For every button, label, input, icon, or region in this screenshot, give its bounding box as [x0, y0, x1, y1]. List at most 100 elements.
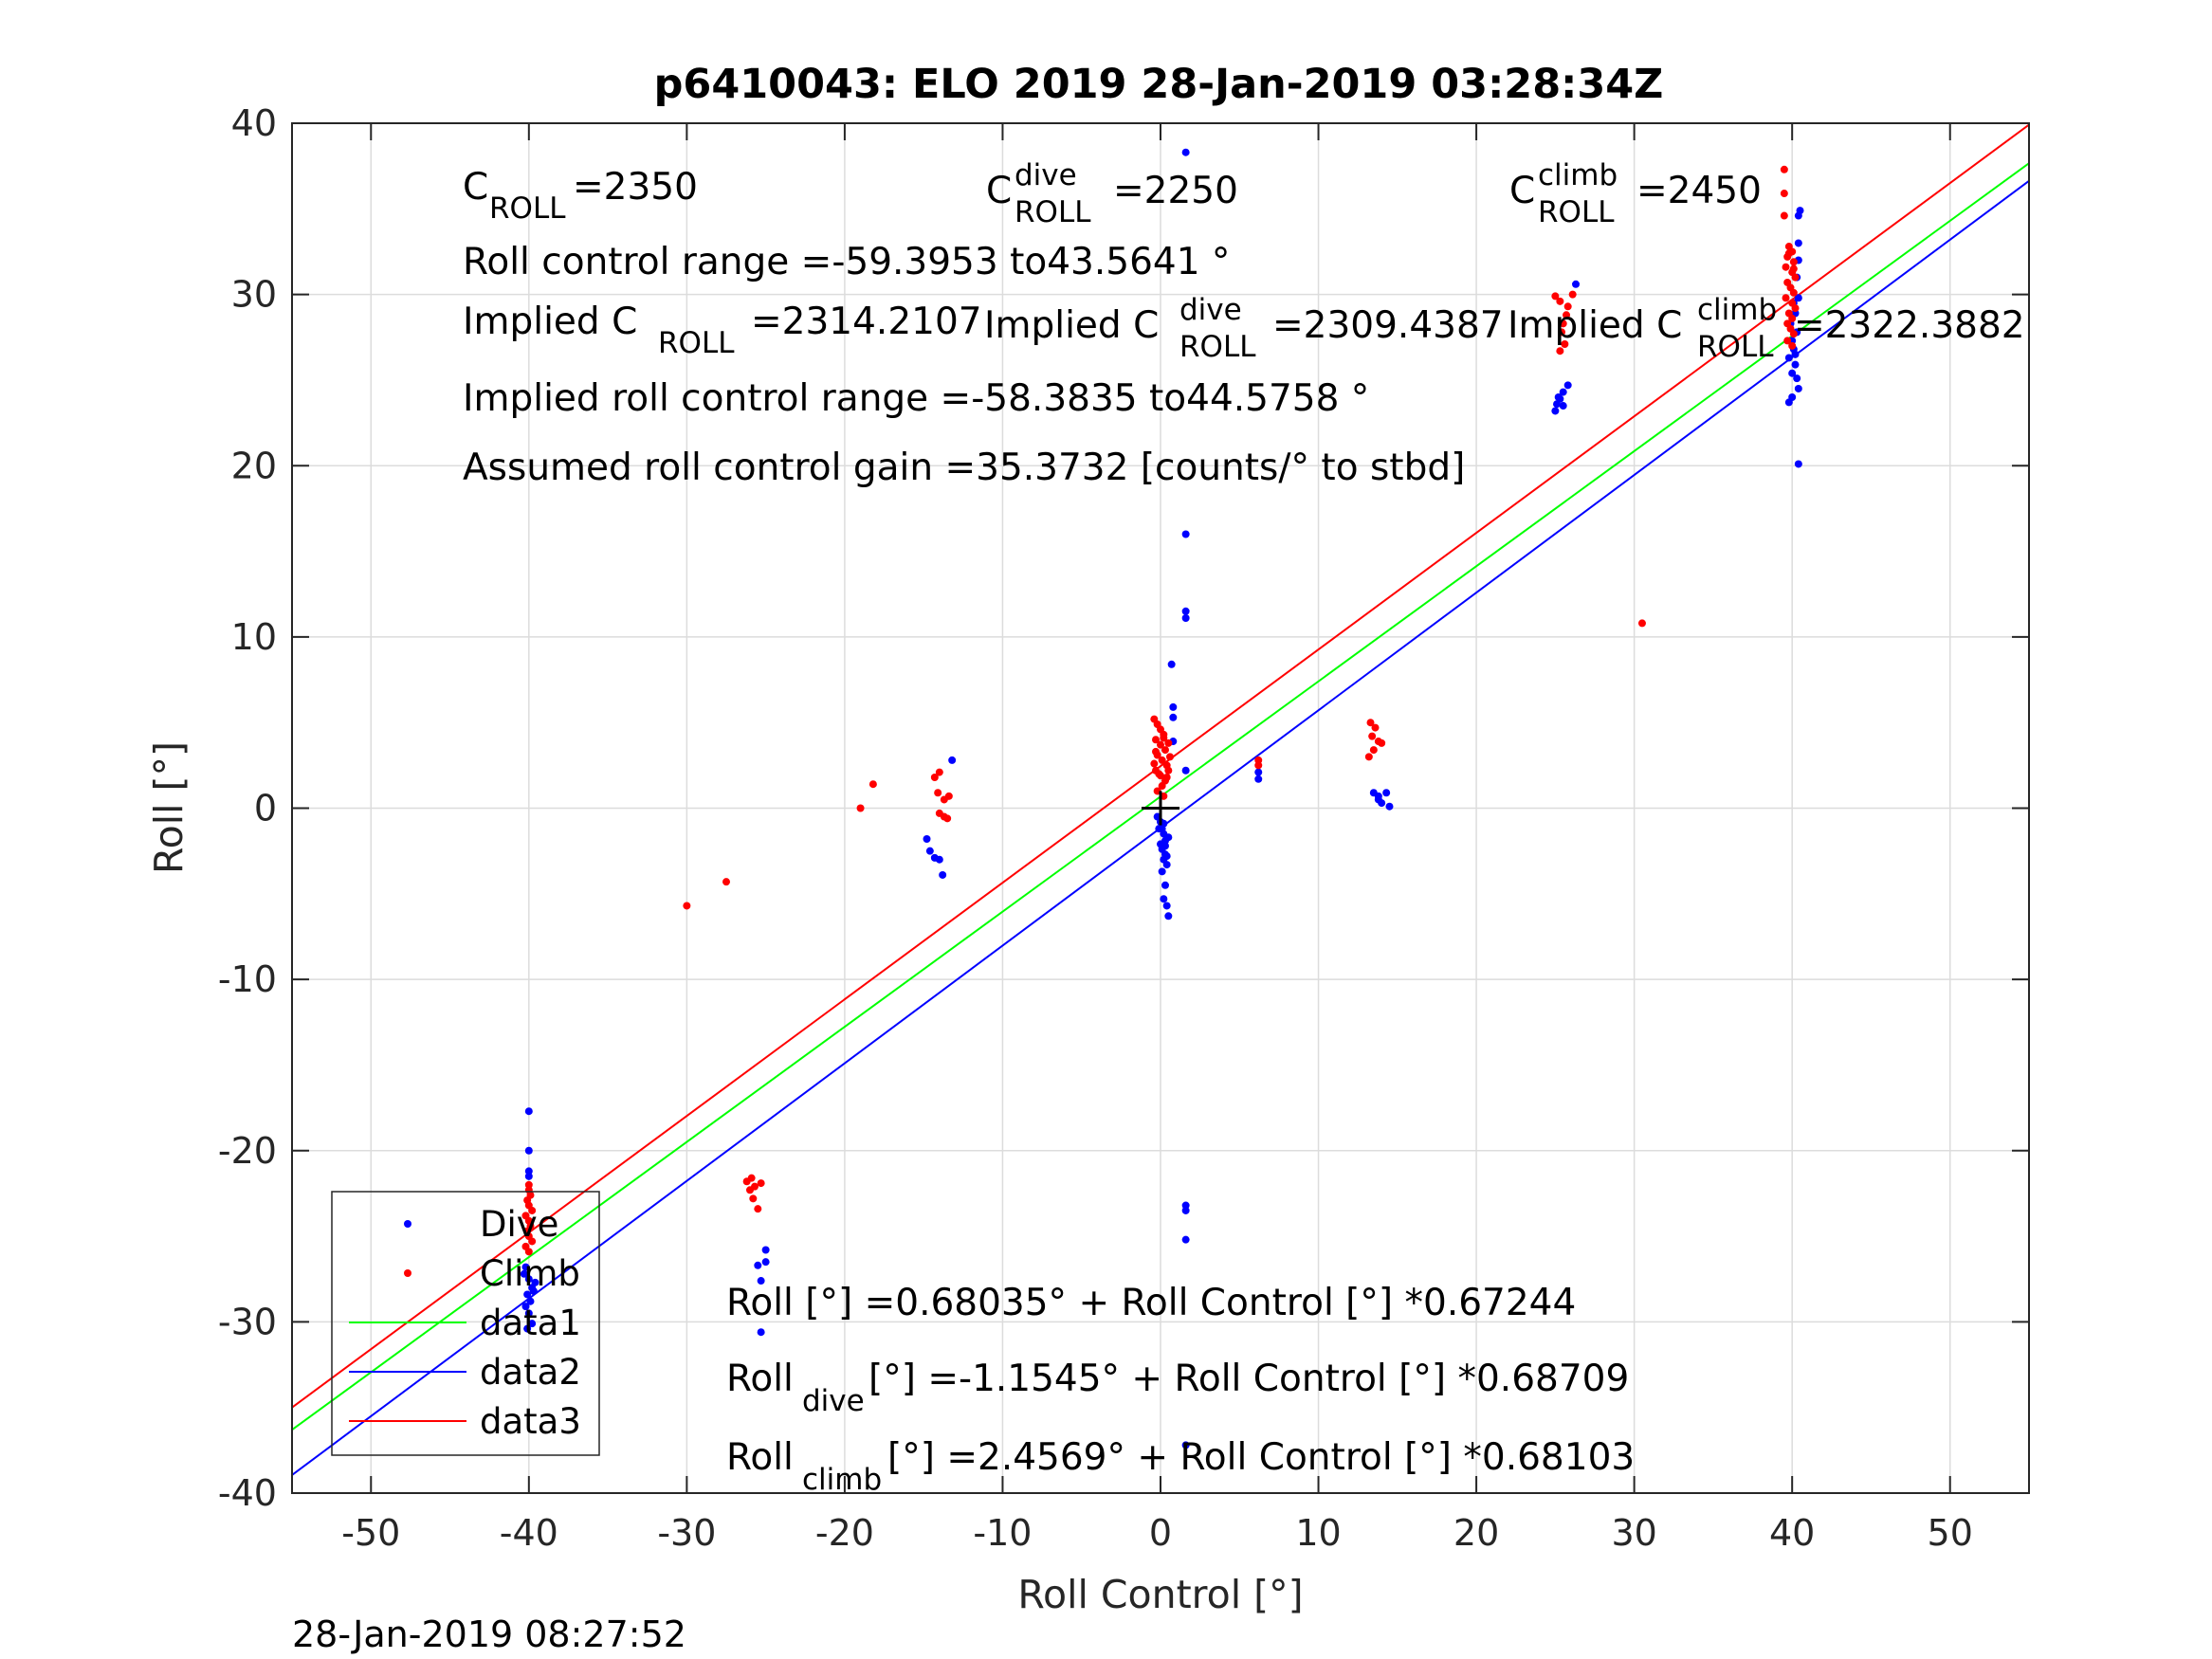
point-climb: [944, 792, 953, 800]
annotation-implied-c-value: =2314.2107: [751, 301, 982, 343]
point-dive: [1794, 239, 1802, 247]
point-dive: [1796, 207, 1804, 215]
point-climb: [1551, 292, 1560, 301]
point-climb: [930, 773, 939, 781]
point-climb: [1158, 782, 1166, 791]
annotation-c-climb-sup: climb: [1538, 158, 1618, 192]
annotation-implied-climb-sup: climb: [1697, 293, 1777, 327]
point-dive: [1169, 713, 1178, 721]
point-climb: [1780, 165, 1788, 173]
point-climb: [1150, 759, 1159, 768]
point-climb: [1784, 249, 1793, 258]
point-dive: [1181, 1206, 1190, 1214]
annotation-implied-climb-prefix: Implied C: [1508, 304, 1682, 347]
point-dive: [1382, 789, 1391, 797]
point-dive: [1167, 660, 1176, 668]
point-climb: [1378, 738, 1386, 747]
point-climb: [1789, 264, 1798, 273]
annotation-c-roll-value: =2350: [573, 166, 698, 209]
x-tick-label: -40: [500, 1512, 558, 1554]
annotation-implied-dive-prefix: Implied C: [984, 304, 1159, 347]
point-climb: [1789, 258, 1798, 266]
annotation-c-climb-sub: ROLL: [1538, 195, 1615, 229]
point-climb: [868, 780, 877, 789]
y-tick-label: 20: [231, 445, 277, 486]
point-climb: [1788, 341, 1797, 350]
point-dive: [528, 1320, 537, 1328]
point-climb: [1158, 756, 1166, 764]
point-climb: [1155, 770, 1163, 778]
point-climb: [1563, 302, 1572, 311]
annotation-c-dive: C dive ROLL =2250: [986, 158, 1238, 229]
point-dive: [1791, 360, 1800, 369]
annotation-gain: Assumed roll control gain =35.3732 [coun…: [463, 447, 1465, 489]
annotation-implied-climb-sub: ROLL: [1697, 330, 1774, 364]
point-climb: [1791, 273, 1800, 282]
y-tick-label: -30: [218, 1301, 277, 1342]
point-climb: [1556, 347, 1564, 356]
point-climb: [1782, 263, 1790, 271]
y-tick-label: 10: [231, 616, 277, 658]
legend-box: [331, 1191, 600, 1456]
point-climb: [935, 768, 943, 776]
point-dive: [1254, 775, 1263, 783]
point-dive: [1378, 799, 1386, 808]
point-dive: [521, 1303, 530, 1311]
legend-marker-climb: [404, 1269, 411, 1277]
point-dive: [524, 1107, 533, 1116]
point-dive: [1794, 384, 1802, 392]
point-climb: [528, 1237, 537, 1246]
point-dive: [520, 1269, 528, 1278]
y-tick-label: 30: [231, 274, 277, 316]
point-climb: [856, 804, 865, 812]
point-dive: [529, 1286, 538, 1295]
ticks: [292, 122, 2029, 1494]
annotation-c-climb: C climb ROLL =2450: [1509, 158, 1762, 229]
x-tick-label: 30: [1611, 1512, 1656, 1554]
point-dive: [757, 1277, 765, 1285]
point-dive: [1784, 354, 1793, 362]
point-dive: [526, 1297, 535, 1305]
point-dive: [1164, 833, 1173, 842]
x-axis-label: Roll Control [°]: [1017, 1572, 1303, 1617]
point-climb: [749, 1194, 758, 1203]
annotation-c-roll-letter: C: [463, 166, 488, 209]
point-climb: [757, 1179, 765, 1188]
point-dive: [1162, 852, 1171, 861]
point-dive: [524, 1275, 533, 1284]
point-climb: [1783, 337, 1792, 345]
point-climb: [1782, 294, 1790, 302]
point-climb: [528, 1206, 537, 1214]
annotation-fit-dive: Roll dive [°] =-1.1545° + Roll Control […: [726, 1358, 1629, 1418]
annotation-c-dive-sub: ROLL: [1015, 195, 1091, 229]
point-climb: [1162, 773, 1171, 781]
point-dive: [1563, 381, 1572, 390]
point-dive: [1164, 912, 1173, 921]
point-climb: [1556, 297, 1564, 305]
point-dive: [948, 756, 957, 764]
y-tick-label: 0: [254, 788, 277, 830]
annotation-fit-dive-prefix: Roll: [726, 1358, 794, 1400]
point-climb: [747, 1174, 756, 1182]
annotation-implied-range: Implied roll control range =-58.3835 to4…: [463, 377, 1369, 420]
point-dive: [757, 1328, 765, 1337]
point-climb: [1366, 719, 1375, 727]
point-dive: [1572, 280, 1581, 288]
annotation-c-roll: C ROLL =2350: [463, 166, 698, 226]
scatter-points: [520, 148, 1804, 1449]
annotation-implied-dive-sup: dive: [1179, 293, 1242, 327]
annotation-implied-c-sub: ROLL: [658, 326, 735, 360]
point-climb: [943, 814, 952, 823]
point-dive: [524, 1172, 533, 1180]
point-climb: [754, 1205, 762, 1213]
point-dive: [1784, 398, 1793, 407]
x-tick-label: 10: [1295, 1512, 1341, 1554]
point-dive: [1374, 792, 1382, 800]
point-dive: [1254, 768, 1263, 776]
legend-label-climb: Climb: [480, 1253, 580, 1294]
point-climb: [1152, 736, 1161, 744]
point-dive: [1162, 861, 1171, 869]
annotation-implied-climb: Implied C climb ROLL =2322.3882: [1508, 293, 2025, 364]
point-dive: [1160, 895, 1168, 903]
